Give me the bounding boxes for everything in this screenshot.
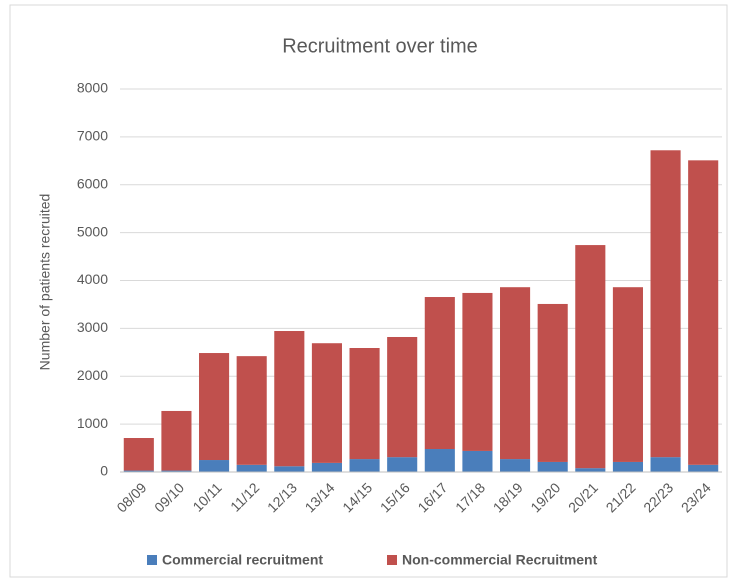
legend-swatch: [147, 555, 157, 565]
legend-label: Non-commercial Recruitment: [402, 552, 598, 568]
bar-segment: [199, 460, 230, 472]
bar-segment: [500, 287, 531, 460]
bar-segment: [424, 297, 455, 450]
y-tick-label: 1000: [77, 415, 108, 431]
y-tick-label: 7000: [77, 128, 108, 144]
bar-segment: [387, 457, 418, 472]
bar-segment: [537, 461, 568, 472]
y-tick-label: 5000: [77, 223, 108, 239]
y-tick-label: 6000: [77, 175, 108, 191]
legend-label: Commercial recruitment: [162, 552, 323, 568]
bar-segment: [575, 468, 606, 472]
bar-segment: [650, 150, 681, 458]
bar-segment: [688, 464, 719, 472]
bar-segment: [236, 464, 267, 472]
bar-segment: [462, 292, 493, 451]
bar-segment: [274, 466, 305, 472]
bar-segment: [161, 410, 192, 471]
y-tick-label: 2000: [77, 367, 108, 383]
bar-segment: [236, 356, 267, 465]
bar-segment: [500, 459, 531, 472]
bar-segment: [688, 160, 719, 465]
bar-segment: [311, 343, 342, 463]
bar-segment: [274, 331, 305, 467]
bar-segment: [199, 353, 230, 461]
bar-segment: [537, 303, 568, 462]
bar-segment: [311, 462, 342, 472]
y-axis-label: Number of patients recruited: [37, 194, 53, 371]
bar-segment: [650, 457, 681, 472]
bar-segment: [612, 461, 643, 472]
bar-segment: [161, 470, 192, 472]
bar-segment: [462, 450, 493, 472]
bar-segment: [424, 449, 455, 472]
bar-segment: [575, 245, 606, 469]
bar-segment: [123, 470, 154, 472]
y-tick-label: 3000: [77, 319, 108, 335]
y-tick-label: 4000: [77, 271, 108, 287]
legend-swatch: [387, 555, 397, 565]
chart-border: [9, 4, 728, 578]
chart-title: Recruitment over time: [282, 35, 478, 57]
y-tick-label: 8000: [77, 80, 108, 96]
y-tick-label: 0: [100, 463, 108, 479]
bar-segment: [612, 287, 643, 462]
bar-segment: [123, 438, 154, 471]
bar-segment: [349, 459, 380, 472]
bar-segment: [349, 348, 380, 460]
bar-segment: [387, 336, 418, 458]
